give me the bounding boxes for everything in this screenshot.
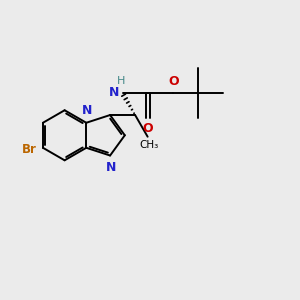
Text: N: N [106,161,117,174]
Text: N: N [82,104,92,117]
Text: N: N [109,86,119,99]
Text: H: H [117,76,125,86]
Text: CH₃: CH₃ [140,140,159,150]
Text: O: O [168,75,178,88]
Text: Br: Br [22,143,37,156]
Text: O: O [142,122,153,135]
